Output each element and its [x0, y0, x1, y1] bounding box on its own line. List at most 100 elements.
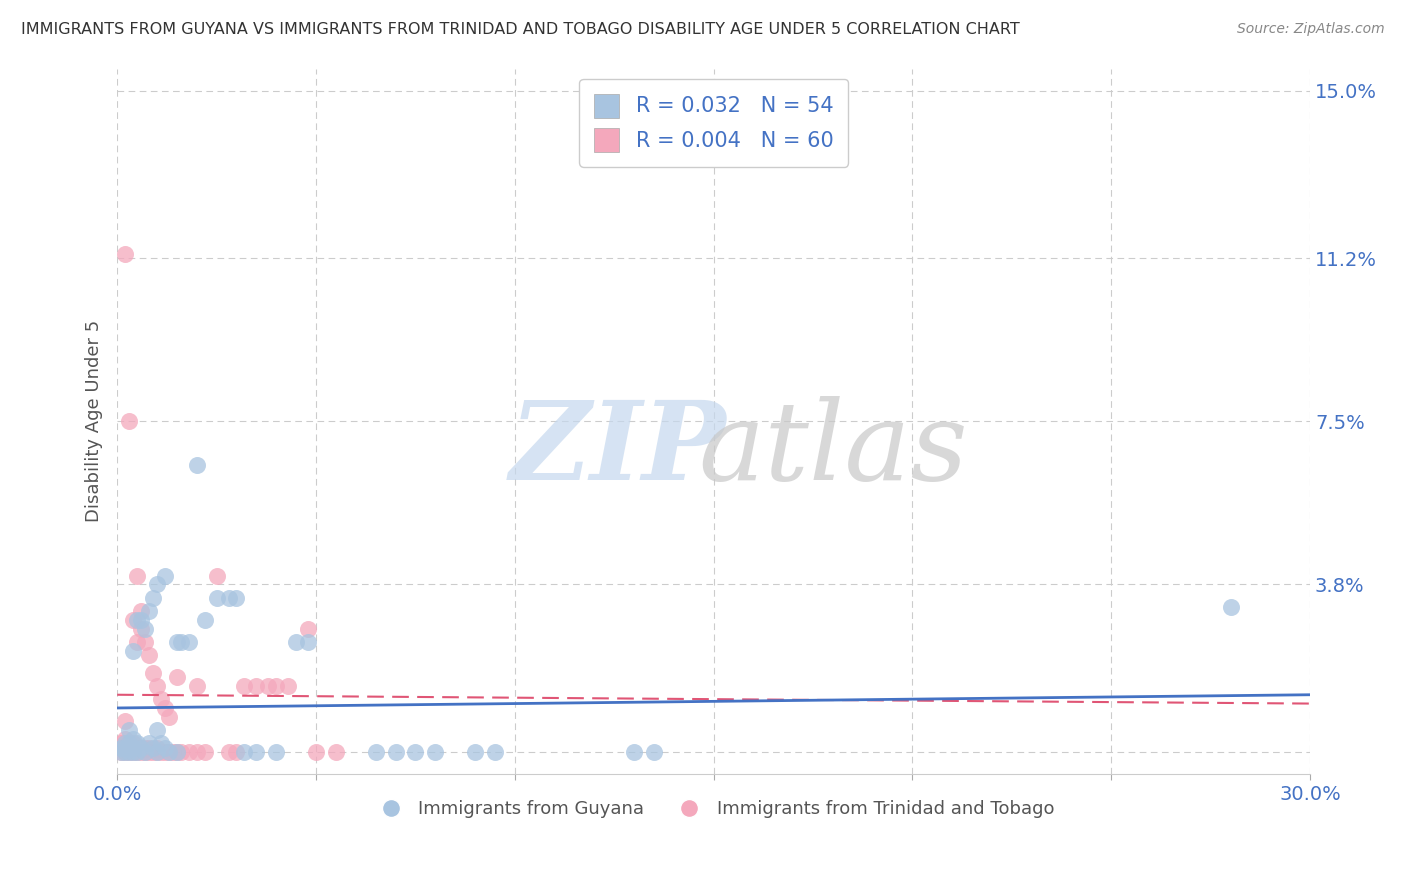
Point — [157, 745, 180, 759]
Point — [186, 679, 208, 693]
Point — [364, 745, 387, 759]
Point — [153, 740, 176, 755]
Point — [122, 731, 145, 746]
Point — [149, 692, 172, 706]
Point — [205, 591, 228, 605]
Point — [205, 568, 228, 582]
Point — [122, 740, 145, 755]
Point — [129, 622, 152, 636]
Point — [122, 745, 145, 759]
Point — [118, 414, 141, 428]
Point — [122, 736, 145, 750]
Point — [118, 736, 141, 750]
Point — [146, 723, 169, 737]
Point — [134, 622, 156, 636]
Point — [138, 745, 160, 759]
Point — [138, 648, 160, 662]
Point — [297, 635, 319, 649]
Point — [149, 736, 172, 750]
Point — [114, 740, 136, 755]
Point — [118, 740, 141, 755]
Point — [233, 745, 256, 759]
Point — [325, 745, 347, 759]
Point — [218, 745, 240, 759]
Point — [114, 714, 136, 729]
Text: ZIP: ZIP — [510, 396, 727, 503]
Point — [138, 736, 160, 750]
Point — [142, 740, 165, 755]
Point — [153, 745, 176, 759]
Point — [134, 740, 156, 755]
Point — [125, 568, 148, 582]
Point — [138, 740, 160, 755]
Point — [110, 736, 132, 750]
Point — [464, 745, 486, 759]
Text: atlas: atlas — [699, 396, 967, 503]
Y-axis label: Disability Age Under 5: Disability Age Under 5 — [86, 320, 103, 523]
Point — [177, 635, 200, 649]
Point — [114, 736, 136, 750]
Point — [114, 745, 136, 759]
Point — [186, 745, 208, 759]
Point — [233, 679, 256, 693]
Point — [138, 604, 160, 618]
Point — [134, 635, 156, 649]
Point — [142, 745, 165, 759]
Point — [194, 745, 217, 759]
Point — [264, 679, 287, 693]
Point — [404, 745, 426, 759]
Point — [125, 745, 148, 759]
Legend: Immigrants from Guyana, Immigrants from Trinidad and Tobago: Immigrants from Guyana, Immigrants from … — [366, 793, 1062, 825]
Point — [157, 710, 180, 724]
Point — [146, 679, 169, 693]
Point — [122, 745, 145, 759]
Text: Source: ZipAtlas.com: Source: ZipAtlas.com — [1237, 22, 1385, 37]
Point — [118, 736, 141, 750]
Point — [384, 745, 406, 759]
Point — [114, 731, 136, 746]
Point — [257, 679, 280, 693]
Point — [146, 745, 169, 759]
Point — [122, 740, 145, 755]
Point — [623, 745, 645, 759]
Point — [153, 701, 176, 715]
Point — [277, 679, 299, 693]
Point — [149, 745, 172, 759]
Point — [170, 745, 193, 759]
Point — [146, 577, 169, 591]
Point — [125, 745, 148, 759]
Point — [245, 745, 267, 759]
Point — [110, 745, 132, 759]
Point — [118, 740, 141, 755]
Point — [114, 745, 136, 759]
Point — [166, 635, 188, 649]
Point — [194, 613, 217, 627]
Point — [110, 740, 132, 755]
Point — [264, 745, 287, 759]
Point — [118, 723, 141, 737]
Point — [166, 745, 188, 759]
Point — [134, 745, 156, 759]
Point — [218, 591, 240, 605]
Point — [122, 613, 145, 627]
Point — [125, 740, 148, 755]
Point — [142, 591, 165, 605]
Point — [484, 745, 506, 759]
Point — [129, 745, 152, 759]
Point — [129, 613, 152, 627]
Point — [245, 679, 267, 693]
Point — [162, 745, 184, 759]
Point — [110, 740, 132, 755]
Point — [166, 745, 188, 759]
Point — [146, 745, 169, 759]
Point — [122, 643, 145, 657]
Point — [643, 745, 665, 759]
Point — [425, 745, 447, 759]
Point — [1219, 599, 1241, 614]
Point — [305, 745, 328, 759]
Point — [125, 635, 148, 649]
Point — [110, 745, 132, 759]
Point — [225, 745, 247, 759]
Point — [129, 740, 152, 755]
Text: IMMIGRANTS FROM GUYANA VS IMMIGRANTS FROM TRINIDAD AND TOBAGO DISABILITY AGE UND: IMMIGRANTS FROM GUYANA VS IMMIGRANTS FRO… — [21, 22, 1019, 37]
